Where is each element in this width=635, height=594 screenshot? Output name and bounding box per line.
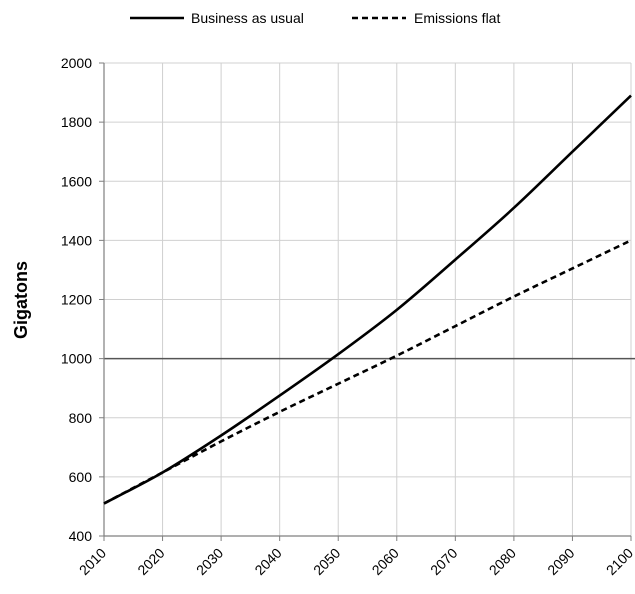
x-tick-label: 2100 xyxy=(603,545,635,578)
y-tick-label: 800 xyxy=(69,410,93,426)
y-tick-label: 2000 xyxy=(61,55,92,71)
x-tick-label: 2040 xyxy=(251,545,284,578)
x-tick-label: 2030 xyxy=(193,545,226,578)
y-tick-label: 1800 xyxy=(61,114,92,130)
y-tick-label: 600 xyxy=(69,469,93,485)
legend: Business as usual Emissions flat xyxy=(130,10,500,26)
series-lines xyxy=(103,94,632,505)
y-tick-labels: 400 600 800 1000 1200 1400 1600 1800 2000 xyxy=(61,55,92,544)
grid xyxy=(104,62,635,537)
x-tick-label: 2070 xyxy=(427,545,460,578)
y-tick-label: 1200 xyxy=(61,292,92,308)
x-tick-label: 2020 xyxy=(134,545,167,578)
x-tick-label: 2060 xyxy=(369,545,402,578)
x-tick-label: 2010 xyxy=(76,545,109,578)
y-tick-label: 1000 xyxy=(61,351,92,367)
y-tick-label: 400 xyxy=(69,528,93,544)
x-tick-label: 2090 xyxy=(544,545,577,578)
series-line-emissions-flat xyxy=(103,239,632,505)
y-tick-label: 1400 xyxy=(61,232,92,248)
x-tick-label: 2080 xyxy=(486,545,519,578)
y-axis-label: Gigatons xyxy=(11,261,31,339)
legend-label-emissions-flat: Emissions flat xyxy=(414,10,500,26)
axes xyxy=(99,62,632,541)
series-line-business-as-usual xyxy=(103,94,632,505)
x-tick-label: 2050 xyxy=(310,545,343,578)
legend-label-business-as-usual: Business as usual xyxy=(191,10,304,26)
x-tick-labels: 2010 2020 2030 2040 2050 2060 2070 2080 2090 2100 xyxy=(76,545,635,578)
y-tick-label: 1600 xyxy=(61,173,92,189)
